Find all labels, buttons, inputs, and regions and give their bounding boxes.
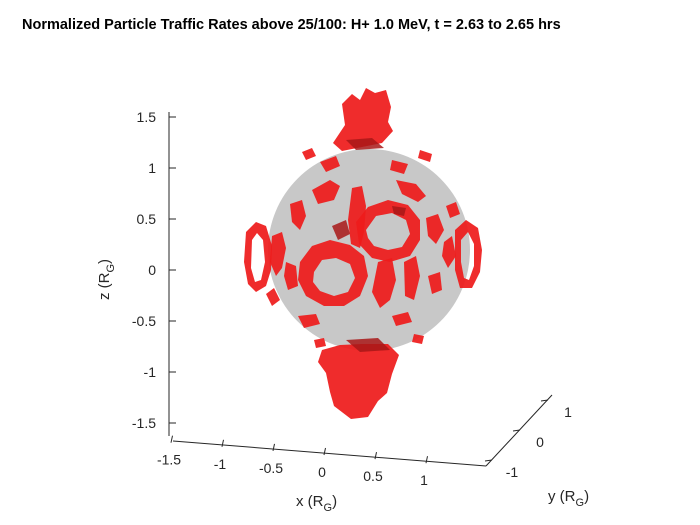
iso-left-patch-4 bbox=[266, 288, 280, 306]
iso-shade-2 bbox=[392, 206, 406, 216]
z-tick-label: -1 bbox=[144, 364, 157, 380]
iso-bottom-cap bbox=[318, 344, 399, 419]
iso-right-ring bbox=[455, 220, 482, 288]
iso-left-ring bbox=[244, 222, 272, 292]
iso-shade-4 bbox=[346, 138, 384, 150]
chart-title: Normalized Particle Traffic Rates above … bbox=[22, 17, 561, 33]
iso-upper-arc-4 bbox=[390, 160, 408, 174]
iso-upper-arc-1 bbox=[312, 180, 340, 204]
x-tick-label: 0.5 bbox=[363, 468, 383, 484]
iso-left-patch-2 bbox=[290, 200, 306, 230]
y-tick-mark bbox=[540, 399, 549, 402]
y-axis-label: y (RG) bbox=[548, 488, 589, 509]
iso-upper-arc-2 bbox=[396, 180, 426, 202]
iso-upper-arc-6 bbox=[418, 150, 432, 162]
x-tick-label: 1 bbox=[420, 472, 428, 488]
y-ticks: -1 0 1 bbox=[484, 399, 572, 480]
x-axis-line bbox=[172, 440, 487, 467]
x-axis-label: x (RG) bbox=[296, 493, 337, 514]
x-tick-mark bbox=[272, 443, 275, 452]
iso-lower-fragment-4 bbox=[412, 334, 424, 344]
iso-upper-arc-3 bbox=[320, 156, 340, 172]
iso-right-patch-2 bbox=[442, 236, 456, 268]
x-tick-mark bbox=[170, 435, 173, 443]
isosurface bbox=[244, 88, 482, 419]
z-tick-label: -1.5 bbox=[132, 415, 156, 431]
iso-lower-fragment-3 bbox=[314, 338, 326, 348]
x-tick-mark bbox=[323, 447, 326, 456]
z-tick-label: 1.5 bbox=[137, 109, 157, 125]
x-tick-label: -1 bbox=[214, 456, 227, 472]
iso-lower-fragment-1 bbox=[298, 314, 320, 328]
y-tick-mark bbox=[512, 429, 521, 432]
x-tick-label: -0.5 bbox=[259, 460, 283, 476]
iso-lower-fragment-2 bbox=[392, 312, 412, 326]
iso-left-patch-1 bbox=[270, 232, 286, 276]
iso-left-patch-3 bbox=[284, 262, 298, 290]
iso-bar-right-2 bbox=[404, 256, 420, 300]
x-ticks: -1.5 -1 -0.5 0 0.5 1 bbox=[157, 435, 428, 488]
iso-right-patch-3 bbox=[428, 272, 442, 294]
z-axis-label: z (RG) bbox=[96, 259, 117, 300]
iso-top-cap bbox=[333, 88, 393, 151]
x-tick-label: -1.5 bbox=[157, 452, 181, 468]
y-tick-label: 1 bbox=[564, 404, 572, 420]
y-tick-mark bbox=[484, 459, 493, 462]
iso-column-center bbox=[348, 186, 366, 248]
iso-bar-right bbox=[372, 258, 396, 308]
z-tick-label: 0.5 bbox=[137, 211, 157, 227]
x-tick-mark bbox=[221, 439, 224, 447]
iso-ring-front-left bbox=[298, 240, 368, 306]
iso-right-patch-4 bbox=[446, 202, 460, 218]
z-ticks: 1.5 1 0.5 0 -0.5 -1 -1.5 bbox=[132, 109, 176, 431]
z-tick-label: 0 bbox=[148, 262, 156, 278]
x-tick-mark bbox=[425, 456, 428, 464]
iso-right-patch-1 bbox=[426, 214, 444, 244]
iso-shade-1 bbox=[332, 220, 350, 240]
y-tick-label: -1 bbox=[506, 464, 519, 480]
iso-shade-3 bbox=[346, 338, 390, 352]
z-tick-label: 1 bbox=[148, 160, 156, 176]
x-tick-mark bbox=[374, 451, 377, 460]
iso-upper-arc-5 bbox=[302, 148, 316, 160]
z-tick-label: -0.5 bbox=[132, 313, 156, 329]
x-tick-label: 0 bbox=[318, 464, 326, 480]
y-tick-label: 0 bbox=[536, 434, 544, 450]
